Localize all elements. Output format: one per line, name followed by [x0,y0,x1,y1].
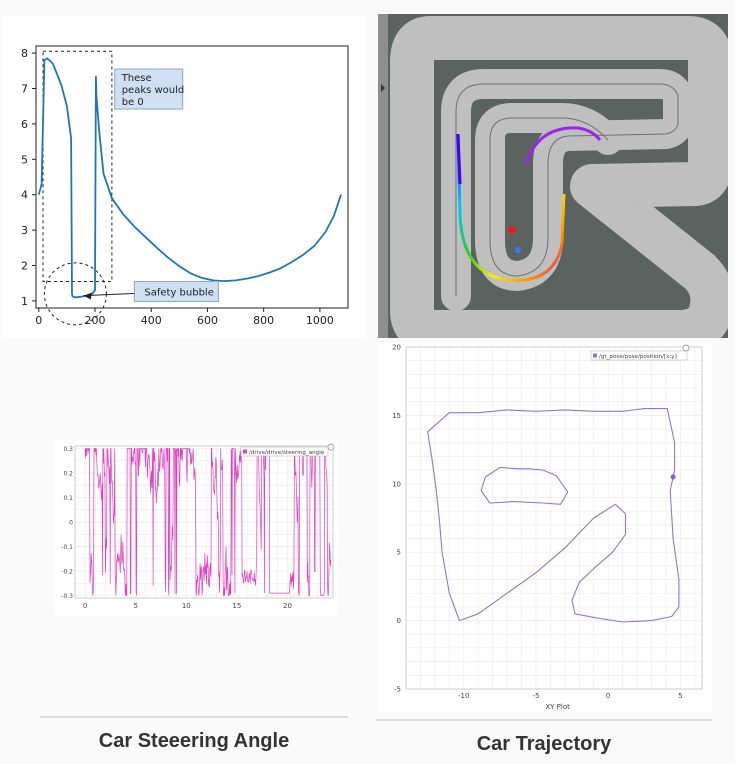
trajectory-chart-svg: -10 -5 0 5 20 15 10 5 0 -5 XY Plot/gt_pose/pose/po… [392,344,703,711]
map-collapse-arrow-icon[interactable] [381,84,385,92]
x-tick-label: 800 [253,314,274,327]
legend-toggle-icon [682,344,690,352]
y-tick-label: 3 [21,224,28,237]
track-map-svg [378,14,728,338]
planned-path-top [524,126,602,165]
legend-label: /gt_pose/pose/position/[x;y] [599,354,677,360]
y-tick-label: 4 [21,189,28,202]
plot-frame [35,45,349,309]
plot-title: XY Plot [545,703,570,711]
steering-chart-svg: 0 5 10 15 20 0.3 0.2 0.1 0 -0.1 -0.2 -0.3/drive/dri… [61,443,335,610]
y-tick-label: 2 [21,260,28,273]
x-tick-label: 1000 [306,314,334,327]
x-tick-label: 10 [182,602,191,610]
trajectory-caption: Car Trajectory [476,733,612,755]
trajectory-divider [376,719,712,721]
x-tick-label: 5 [133,602,137,610]
plot-frame [74,445,334,599]
bubble-annotation-arrowhead [83,292,92,300]
legend-box [240,446,329,457]
y-tick-label: -5 [394,686,401,694]
x-tick-label: 20 [283,602,292,610]
y-tick-label: 15 [392,412,401,420]
track-inner-border [455,83,679,296]
goal-marker [515,247,521,253]
y-tick-label: -0.2 [61,569,73,576]
steering-line [84,447,332,596]
x-tick-label: 0 [35,314,42,327]
bubble-annotation-box [133,280,219,302]
steering-chart: 0 5 10 15 20 0.3 0.2 0.1 0 -0.1 -0.2 -0.3/drive/dri… [55,440,337,615]
y-tick-label: 0.3 [63,446,73,453]
map-left-strip [378,14,388,338]
x-tick-label: 400 [141,314,162,327]
legend-swatch [593,353,597,358]
legend-label: /drive/drive/steering_angle [249,450,325,456]
y-tick-label: 0.1 [63,495,73,502]
current-position-marker [670,474,676,480]
x-tick-label: 0 [83,602,87,610]
y-tick-label: 20 [392,344,401,352]
peaks-annotation-box [114,68,184,110]
y-tick-label: 7 [21,82,28,95]
steering-caption: Car Steeering Angle [98,730,290,752]
x-tick-label: 0 [606,692,610,700]
trajectory-chart: -10 -5 0 5 20 15 10 5 0 -5 XY Plot/gt_pose/pose/po… [378,342,712,712]
trajectory-legend: /gt_pose/pose/position/[x;y] [590,350,688,361]
safety-bubble-circle [43,262,107,326]
trajectory-inner-loop [480,466,569,505]
x-tick-label: 200 [85,314,106,327]
peak-dashed-box [42,50,113,282]
plot-frame [405,346,703,690]
peaks-annotation-text: be 0 [122,97,144,108]
distance-line [37,57,342,299]
y-tick-label: 10 [392,480,401,488]
trajectory-outer-loop [427,408,680,623]
steering-legend: /drive/drive/steering_angle [240,446,329,457]
legend-swatch [243,449,247,454]
track-outer-lane [390,16,728,338]
gap-distance-chart: 0 200 400 600 800 1000 1 2 3 4 5 6 7 8 These peaks woul… [2,16,366,338]
y-tick-label: 5 [21,153,28,166]
planned-path-left [456,133,462,185]
x-tick-label: 5 [678,692,682,700]
y-tick-label: 6 [21,118,28,131]
car-marker [508,226,516,234]
y-tick-label: 0.2 [63,470,73,477]
peaks-annotation-text: These [121,73,152,84]
x-tick-label: -10 [458,692,469,700]
bubble-annotation-text: Safety bubble [144,287,213,298]
y-tick-label: -0.1 [61,544,73,551]
peaks-annotation-text: peaks would [122,85,185,96]
x-tick-label: -5 [532,692,539,700]
steering-divider [40,716,348,718]
legend-toggle-icon [327,443,335,451]
track-map [378,14,728,338]
legend-box [590,350,688,361]
y-tick-label: 0 [397,617,401,625]
x-tick-label: 15 [232,602,241,610]
y-tick-label: 0 [69,520,73,527]
y-tick-label: 1 [21,295,28,308]
y-tick-label: 5 [397,549,401,557]
x-tick-label: 600 [197,314,218,327]
y-tick-label: 8 [21,47,28,60]
planned-path [456,133,566,282]
y-tick-label: -0.3 [61,593,73,600]
bubble-annotation-arrow [83,292,135,297]
